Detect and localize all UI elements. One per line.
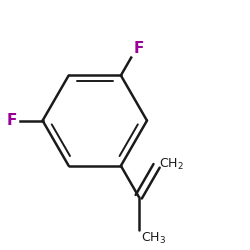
Text: F: F bbox=[134, 41, 144, 56]
Text: CH$_2$: CH$_2$ bbox=[159, 157, 184, 172]
Text: CH$_3$: CH$_3$ bbox=[142, 231, 167, 246]
Text: F: F bbox=[7, 113, 17, 128]
